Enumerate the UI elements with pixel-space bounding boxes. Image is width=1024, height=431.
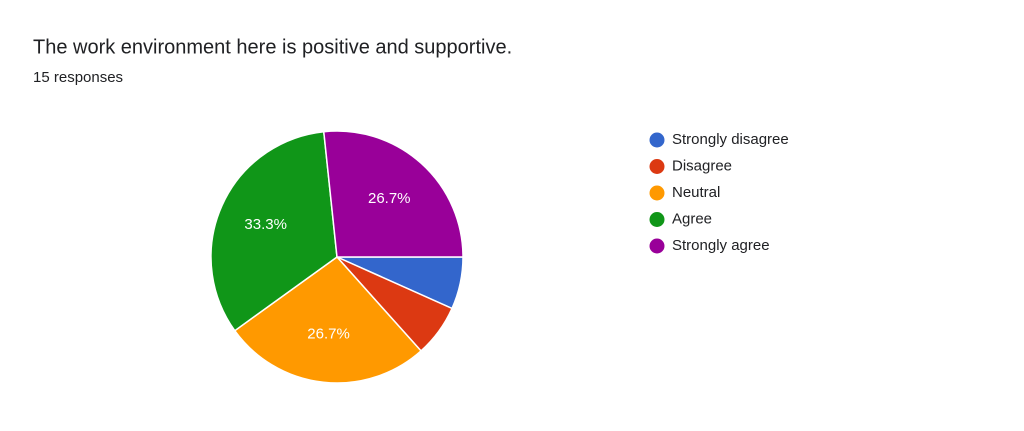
legend-label: Strongly disagree [672, 131, 789, 148]
data-label: 26.7% [307, 326, 350, 343]
legend-label: Disagree [672, 157, 732, 174]
legend-swatch [649, 159, 665, 174]
pie-slice [322, 130, 464, 258]
legend-swatch [649, 132, 665, 148]
chart-subtitle: 15 responses [33, 69, 123, 86]
data-label: 26.7% [368, 190, 411, 207]
data-label: 33.3% [244, 216, 287, 233]
pie-slice [233, 255, 423, 384]
legend-swatch [649, 212, 665, 227]
legend-label: Strongly agree [672, 237, 770, 254]
legend-swatch [649, 185, 665, 201]
legend-label: Neutral [672, 184, 720, 201]
legend-swatch [649, 238, 665, 254]
pie-slice [210, 130, 338, 332]
legend-label: Agree [672, 210, 712, 227]
chart-title: The work environment here is positive an… [33, 36, 512, 58]
